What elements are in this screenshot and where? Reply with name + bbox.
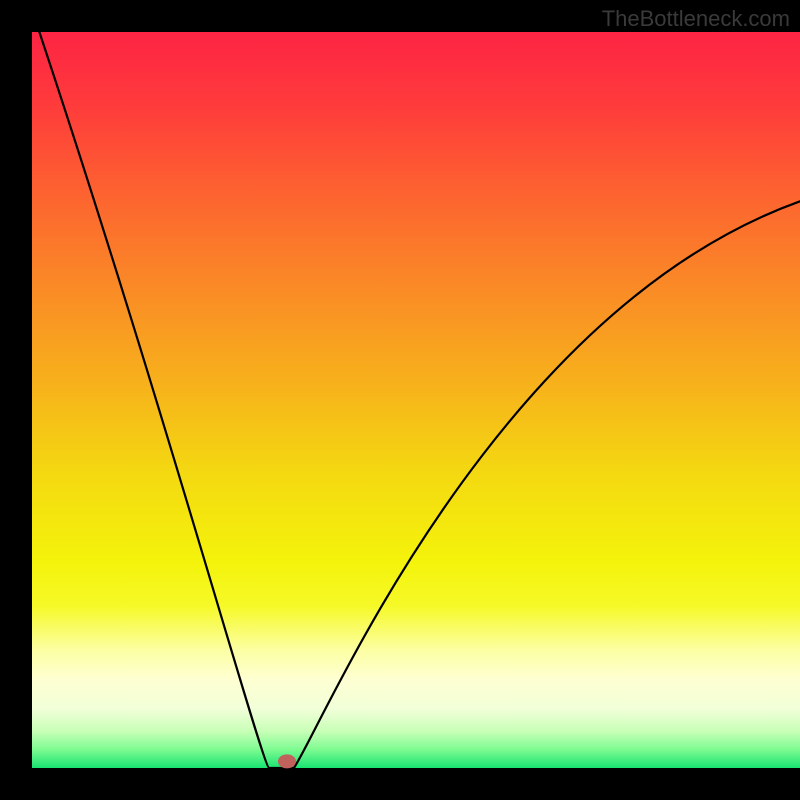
optimum-marker <box>278 754 296 768</box>
gradient-background <box>32 32 800 768</box>
watermark-text: TheBottleneck.com <box>602 6 790 32</box>
bottleneck-chart <box>0 0 800 800</box>
